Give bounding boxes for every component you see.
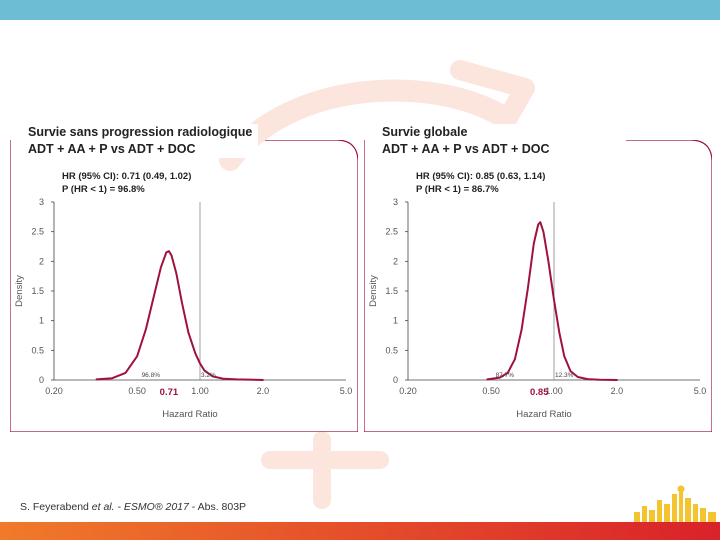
panel-title-line-1: Survie globale: [382, 125, 468, 139]
panel-frame: [364, 140, 712, 432]
citation-conference: ESMO® 2017: [123, 501, 189, 513]
y-tick-label: 1.5: [31, 286, 44, 296]
x-tick-label: 0.50: [482, 386, 500, 396]
panel-title: Survie globale ADT + AA + P vs ADT + DOC: [378, 124, 556, 158]
x-tick-label: 2.0: [611, 386, 624, 396]
y-tick-label: 3: [393, 197, 398, 207]
probability-text: P (HR < 1) = 86.7%: [416, 184, 499, 195]
hr-value-label: 0.71: [160, 387, 179, 398]
y-tick-label: 1: [39, 316, 44, 326]
y-tick-label: 0.5: [385, 345, 398, 355]
y-tick-label: 2: [39, 256, 44, 266]
hr-stats: HR (95% CI): 0.85 (0.63, 1.14) P (HR < 1…: [416, 170, 545, 196]
rpfs-chart-panel: Survie sans progression radiologique ADT…: [10, 124, 358, 432]
y-tick-label: 1: [393, 316, 398, 326]
x-tick-label: 5.0: [340, 386, 353, 396]
density-plot: 0 0.5 1 1.5 2 2.5 3 0.20 0.50 1.00 2.0 5.0 96.8% 3.2%…: [14, 197, 353, 420]
density-curve: [95, 250, 264, 381]
panel-title-line-2: ADT + AA + P vs ADT + DOC: [382, 142, 550, 156]
x-tick-label: 2.0: [257, 386, 270, 396]
panel-frame: [10, 140, 358, 432]
right-probability-label: 12.3%: [555, 372, 574, 379]
left-probability-label: 87.7%: [496, 372, 515, 379]
citation-footer: S. Feyerabend et al. - ESMO® 2017 - Abs.…: [20, 501, 246, 513]
hr-value-label: 0.85: [530, 387, 549, 398]
bottom-bar: [0, 522, 720, 540]
x-tick-label: 0.20: [399, 386, 417, 396]
citation-separator: -: [114, 501, 124, 513]
hr-stats: HR (95% CI): 0.71 (0.49, 1.02) P (HR < 1…: [62, 170, 191, 196]
y-axis-title: Density: [14, 275, 25, 307]
y-tick-label: 0.5: [31, 345, 44, 355]
density-plot: 0 0.5 1 1.5 2 2.5 3 0.20 0.50 1.00 2.0 5.0 87.7% 12.3…: [368, 197, 707, 420]
citation-etal: et al.: [91, 501, 115, 513]
hr-ci-text: HR (95% CI): 0.71 (0.49, 1.02): [62, 171, 192, 182]
x-tick-label: 1.00: [191, 386, 209, 396]
y-tick-label: 2.5: [385, 227, 398, 237]
y-axis-title: Density: [368, 275, 379, 307]
x-tick-label: 0.20: [45, 386, 63, 396]
y-tick-label: 2: [393, 256, 398, 266]
x-tick-label: 5.0: [694, 386, 707, 396]
left-probability-label: 96.8%: [142, 372, 161, 379]
y-tick-label: 1.5: [385, 286, 398, 296]
city-skyline-logo: [634, 485, 716, 522]
x-tick-label: 1.00: [545, 386, 563, 396]
top-bar: [0, 0, 720, 20]
panel-title: Survie sans progression radiologique ADT…: [24, 124, 259, 158]
y-tick-label: 0: [393, 375, 398, 385]
x-axis-title: Hazard Ratio: [162, 409, 217, 420]
right-probability-label: 3.2%: [201, 372, 216, 379]
panel-title-line-1: Survie sans progression radiologique: [28, 125, 253, 139]
y-tick-label: 0: [39, 375, 44, 385]
hr-ci-text: HR (95% CI): 0.85 (0.63, 1.14): [416, 171, 546, 182]
density-curve: [486, 221, 618, 381]
x-tick-label: 0.50: [128, 386, 146, 396]
panel-title-line-2: ADT + AA + P vs ADT + DOC: [28, 142, 196, 156]
y-tick-label: 2.5: [31, 227, 44, 237]
probability-text: P (HR < 1) = 96.8%: [62, 184, 145, 195]
x-axis-title: Hazard Ratio: [516, 409, 571, 420]
citation-author: S. Feyerabend: [20, 501, 92, 513]
os-chart-panel: Survie globale ADT + AA + P vs ADT + DOC…: [364, 124, 712, 432]
citation-abstract: - Abs. 803P: [188, 501, 247, 513]
y-tick-label: 3: [39, 197, 44, 207]
